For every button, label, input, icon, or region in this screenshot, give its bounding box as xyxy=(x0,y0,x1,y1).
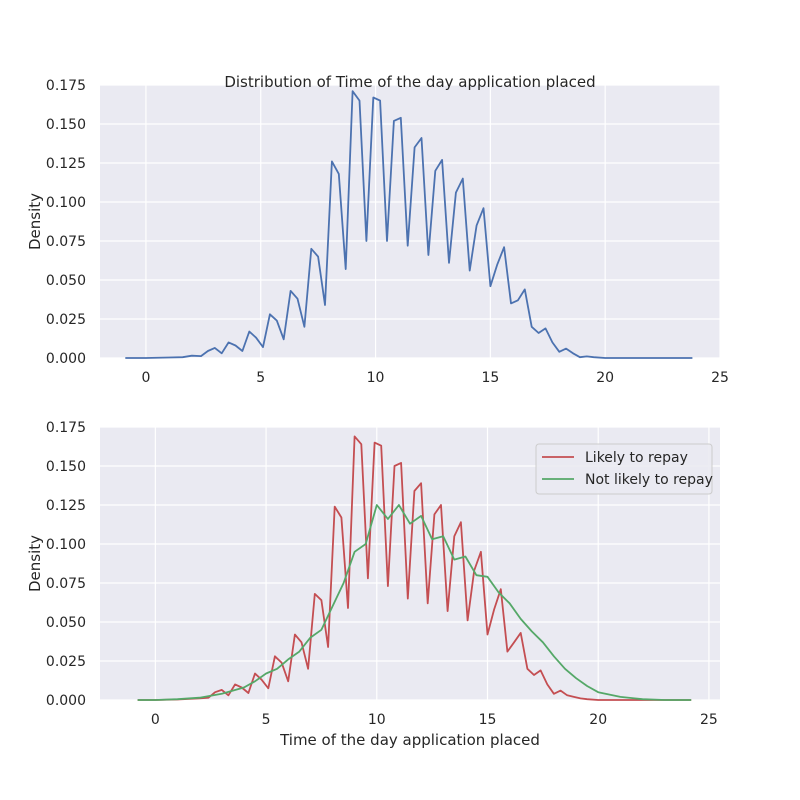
y-tick-label: 0.000 xyxy=(46,351,86,367)
y-tick-label: 0.025 xyxy=(46,312,86,328)
x-tick-label: 25 xyxy=(711,370,729,386)
legend-box xyxy=(535,443,713,495)
y-axis-label: Density xyxy=(26,535,44,592)
y-tick-label: 0.075 xyxy=(46,234,86,250)
legend: Likely to repay Not likely to repay xyxy=(535,443,713,495)
bottom-density-chart: 0 5 10 15 20 25 0.000 0.025 0.050 0.075 0.100 0.12… xyxy=(26,420,720,749)
y-tick-label: 0.025 xyxy=(46,654,86,670)
series-line-1 xyxy=(137,435,692,701)
y-tick-label: 0.050 xyxy=(46,273,86,289)
x-tick-label: 25 xyxy=(700,712,718,728)
x-tick-label: 5 xyxy=(256,370,265,386)
y-tick-label: 0.125 xyxy=(46,156,86,172)
y-tick-label: 0.100 xyxy=(46,195,86,211)
y-tick-label: 0.150 xyxy=(46,117,86,133)
y-tick-label: 0.125 xyxy=(46,498,86,514)
y-tick-label: 0.100 xyxy=(46,537,86,553)
x-tick-label: 20 xyxy=(596,370,614,386)
x-tick-label: 0 xyxy=(151,712,160,728)
x-tick-label: 15 xyxy=(479,712,497,728)
x-tick-label: 15 xyxy=(481,370,499,386)
y-tick-label: 0.175 xyxy=(46,78,86,94)
y-tick-label: 0.000 xyxy=(46,693,86,709)
legend-label-not-likely: Not likely to repay xyxy=(585,472,713,488)
legend-label-likely: Likely to repay xyxy=(585,450,688,466)
y-axis-label: Density xyxy=(26,193,44,250)
chart-title: Distribution of Time of the day applicat… xyxy=(224,73,595,91)
y-tick-label: 0.175 xyxy=(46,420,86,436)
series-line-2 xyxy=(137,504,692,701)
x-tick-label: 10 xyxy=(368,712,386,728)
y-tick-label: 0.050 xyxy=(46,615,86,631)
y-tick-label: 0.075 xyxy=(46,576,86,592)
y-tick-label: 0.150 xyxy=(46,459,86,475)
x-axis-label: Time of the day application placed xyxy=(279,731,540,749)
x-tick-label: 5 xyxy=(262,712,271,728)
top-density-chart: 0 5 10 15 20 25 0.000 0.025 0.050 0.075 0.100 0.12… xyxy=(26,73,729,386)
x-tick-label: 10 xyxy=(367,370,385,386)
series-line-1 xyxy=(125,90,693,359)
x-tick-label: 0 xyxy=(141,370,150,386)
x-tick-label: 20 xyxy=(589,712,607,728)
